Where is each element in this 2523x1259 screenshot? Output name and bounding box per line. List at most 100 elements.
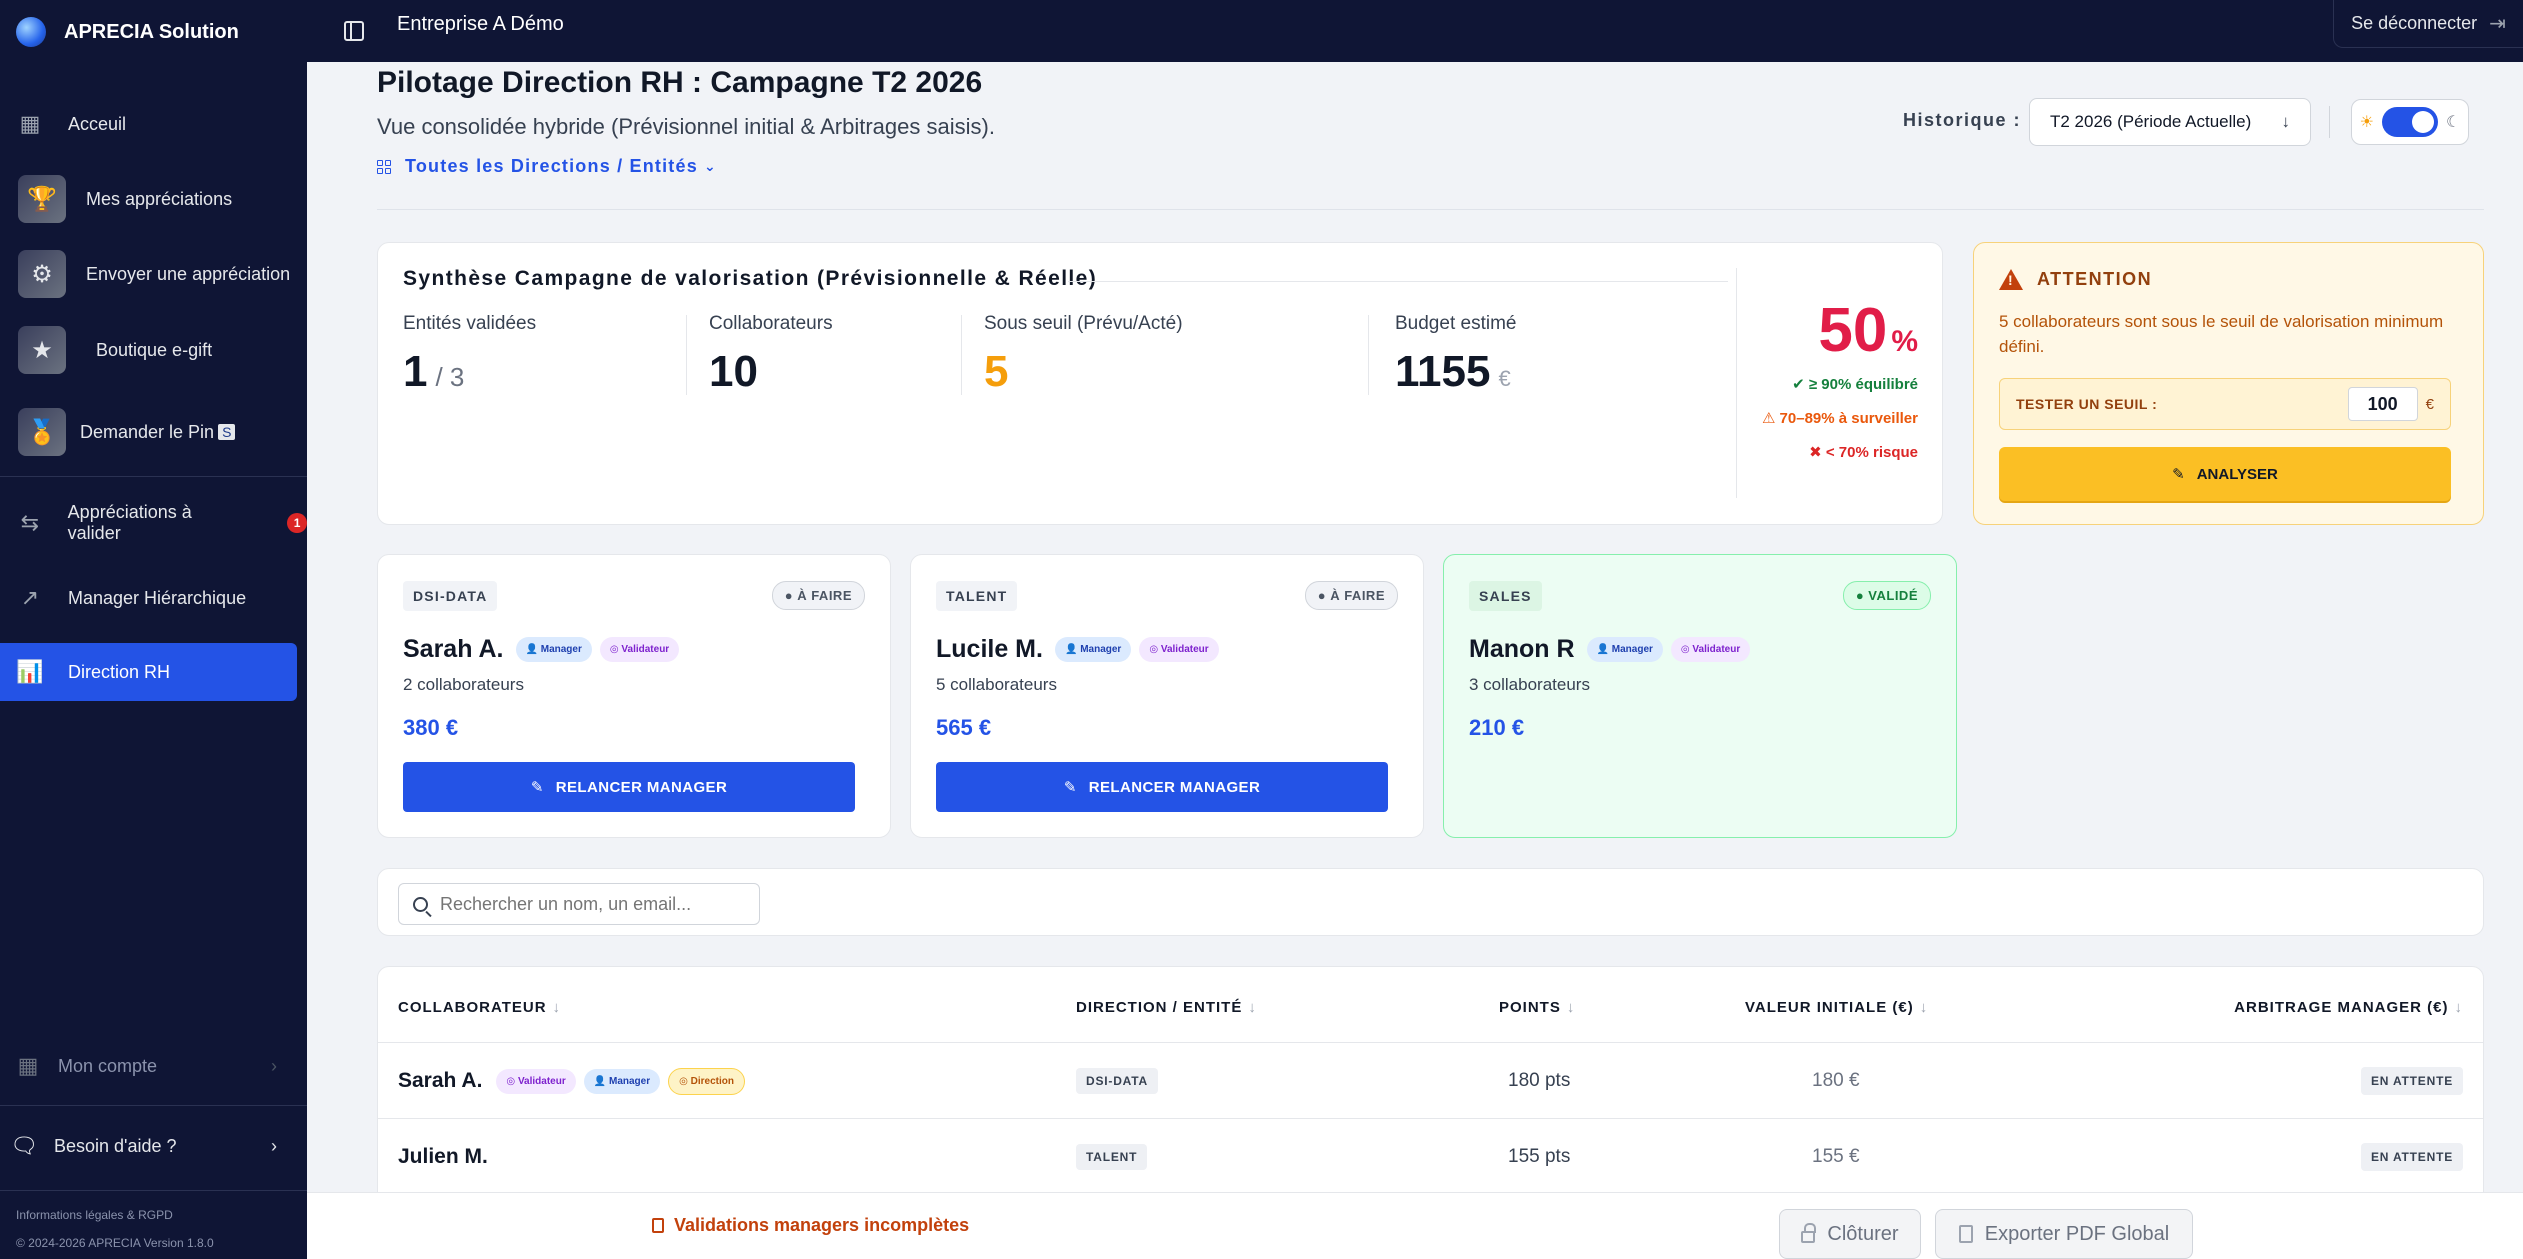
role-manager-pill: 👤 Manager [1054, 637, 1132, 662]
entity-card-dsi-data: DSI-DATA ● À FAIRE Sarah A. 👤 Manager ◎ … [377, 554, 891, 838]
close-label: Clôturer [1827, 1222, 1899, 1245]
legend-risk: ✖ < 70% risque [1809, 444, 1918, 461]
initial-value: 155 € [1812, 1146, 1860, 1167]
sidebar-toggle-button[interactable] [335, 12, 373, 50]
cell-valeur: 155 € [1812, 1119, 1860, 1195]
entity-status-badge: ● À FAIRE [771, 581, 865, 610]
sidebar-item-pin[interactable]: 🏅 Demander le Pin S [0, 407, 307, 457]
sidebar-item-manager-hierarchique[interactable]: ↗ Manager Hiérarchique [0, 575, 307, 621]
sidebar-item-boutique[interactable]: ★ Boutique e-gift [0, 325, 307, 375]
threshold-input[interactable] [2347, 387, 2418, 421]
column-header-points[interactable]: POINTS ↓ [1499, 999, 1575, 1016]
sidebar-item-accueil[interactable]: ▦ Acceuil [0, 101, 307, 147]
entity-tag: SALES [1469, 581, 1542, 611]
button-label: RELANCER MANAGER [1088, 778, 1261, 796]
warning-icon [1999, 269, 2023, 290]
table-row[interactable]: Julien M. TALENT 155 pts 155 € EN ATTENT… [378, 1119, 2483, 1195]
entity-collab-count: 5 collaborateurs [936, 675, 1057, 694]
summary-title: Synthèse Campagne de valorisation (Prévi… [403, 267, 1098, 290]
search-card [377, 868, 2484, 936]
column-header-valeur-initiale[interactable]: VALEUR INITIALE (€) ↓ [1745, 999, 1928, 1016]
search-box[interactable] [398, 883, 760, 925]
sidebar-item-direction-rh[interactable]: 📊 Direction RH [0, 649, 307, 695]
role-text: Validateur [1692, 644, 1741, 655]
sort-icon: ↓ [1919, 999, 1929, 1016]
brand[interactable]: APRECIA Solution [16, 16, 239, 48]
header-label: ARBITRAGE MANAGER (€) [2234, 999, 2449, 1016]
scope-label: Toutes les Directions / Entités [405, 156, 698, 176]
sidebar-item-mes-appreciations[interactable]: 🏆 Mes appréciations [0, 174, 307, 224]
relancer-manager-button[interactable]: ✎ RELANCER MANAGER [936, 762, 1388, 812]
manager-name: Lucile M. [936, 635, 1043, 663]
legal-link[interactable]: Informations légales & RGPD [16, 1208, 173, 1222]
analyze-button[interactable]: ✎ ANALYSER [1999, 447, 2451, 501]
pin-badge-icon: S [218, 424, 236, 440]
theme-switch[interactable] [2382, 107, 2438, 137]
dept-tag: TALENT [1076, 1144, 1148, 1170]
sidebar-item-envoyer[interactable]: ⚙ Envoyer une appréciation [0, 249, 307, 299]
cell-arbitrage: EN ATTENTE [2361, 1043, 2463, 1119]
relancer-manager-button[interactable]: ✎ RELANCER MANAGER [403, 762, 855, 812]
close-campaign-button[interactable]: Clôturer [1779, 1209, 1921, 1259]
legend-watch: ⚠ 70–89% à surveiller [1761, 410, 1918, 427]
percent-symbol: % [1891, 325, 1918, 358]
lock-icon [1801, 1223, 1817, 1243]
entity-tag: TALENT [936, 581, 1018, 611]
collaborator-name: Sarah A. [398, 1069, 483, 1092]
file-pdf-icon [1958, 1225, 1973, 1243]
history-select[interactable]: T2 2026 (Période Actuelle) ↓ [2029, 98, 2311, 146]
summary-divider [1736, 268, 1737, 498]
search-input[interactable] [440, 893, 740, 915]
appreciations-icon: 🏆 [18, 175, 66, 223]
column-header-direction[interactable]: DIRECTION / ENTITÉ ↓ [1076, 999, 1257, 1016]
stat-value: 5 [984, 347, 1009, 396]
stat-budget: Budget estimé 1155 € [1395, 313, 1516, 397]
sidebar-item-label: Envoyer une appréciation [86, 263, 291, 284]
manager-name: Manon R [1469, 635, 1575, 663]
sun-icon: ☀ [2359, 114, 2374, 131]
entity-tag: DSI-DATA [403, 581, 498, 611]
column-header-collaborateur[interactable]: COLLABORATEUR ↓ [398, 999, 561, 1016]
clipboard-icon [652, 1218, 664, 1233]
sidebar-item-aide[interactable]: 🗨 Besoin d'aide ? › [0, 1123, 307, 1169]
scope-selector[interactable]: Toutes les Directions / Entités ⌄ [377, 156, 717, 177]
entity-manager-row: Manon R 👤 Manager ◎ Validateur [1469, 635, 1751, 664]
entities-validated-value: 1 [403, 347, 428, 396]
arbitrage-status: EN ATTENTE [2361, 1067, 2463, 1095]
sidebar-item-label: Acceuil [68, 113, 127, 134]
swap-arrows-icon: ⇆ [20, 510, 40, 535]
chevron-right-icon: › [271, 1055, 277, 1076]
sidebar-item-label: Mon compte [58, 1055, 158, 1076]
role-manager-pill: 👤 Manager [583, 1068, 661, 1094]
collaborator-name: Julien M. [398, 1145, 488, 1168]
entity-card-sales: SALES ● VALIDÉ Manon R 👤 Manager ◎ Valid… [1443, 554, 1957, 838]
status-text: VALIDÉ [1868, 588, 1918, 603]
topbar: Entreprise A Démo Se déconnecter ⇥ [307, 0, 2523, 62]
column-header-arbitrage[interactable]: ARBITRAGE MANAGER (€) ↓ [2234, 999, 2463, 1016]
threshold-unit: € [2425, 395, 2434, 413]
export-pdf-button[interactable]: Exporter PDF Global [1935, 1209, 2193, 1259]
entities-total: / 3 [435, 362, 465, 392]
sidebar-item-appreciations-a-valider[interactable]: ⇆ Appréciations à valider 1 [0, 500, 307, 546]
sidebar-item-label: Direction RH [68, 661, 171, 682]
entity-collab-count: 3 collaborateurs [1469, 675, 1590, 694]
theme-toggle[interactable]: ☀ ☾ [2351, 99, 2469, 145]
history-label: Historique : [1903, 110, 2022, 130]
role-text: Validateur [1160, 644, 1209, 655]
role-text: Validateur [517, 1075, 566, 1087]
entity-status-badge: ● À FAIRE [1304, 581, 1398, 610]
dashboard-icon: ▦ [19, 111, 41, 136]
magic-wand-icon: ✎ [530, 779, 544, 796]
grid-icon [377, 159, 391, 174]
entity-manager-row: Sarah A. 👤 Manager ◎ Validateur [403, 635, 680, 664]
header-label: POINTS [1499, 999, 1561, 1016]
sidebar-divider [0, 476, 307, 477]
header-label: VALEUR INITIALE (€) [1745, 999, 1914, 1016]
table-row[interactable]: Sarah A. ◎ Validateur 👤 Manager ◎ Direct… [378, 1043, 2483, 1119]
cell-valeur: 180 € [1812, 1043, 1860, 1119]
header-label: COLLABORATEUR [398, 999, 547, 1016]
points-value: 180 pts [1508, 1070, 1571, 1091]
cell-points: 180 pts [1508, 1043, 1570, 1119]
logout-button[interactable]: Se déconnecter ⇥ [2333, 0, 2523, 48]
sidebar-item-mon-compte[interactable]: ▦ Mon compte › [0, 1043, 307, 1089]
